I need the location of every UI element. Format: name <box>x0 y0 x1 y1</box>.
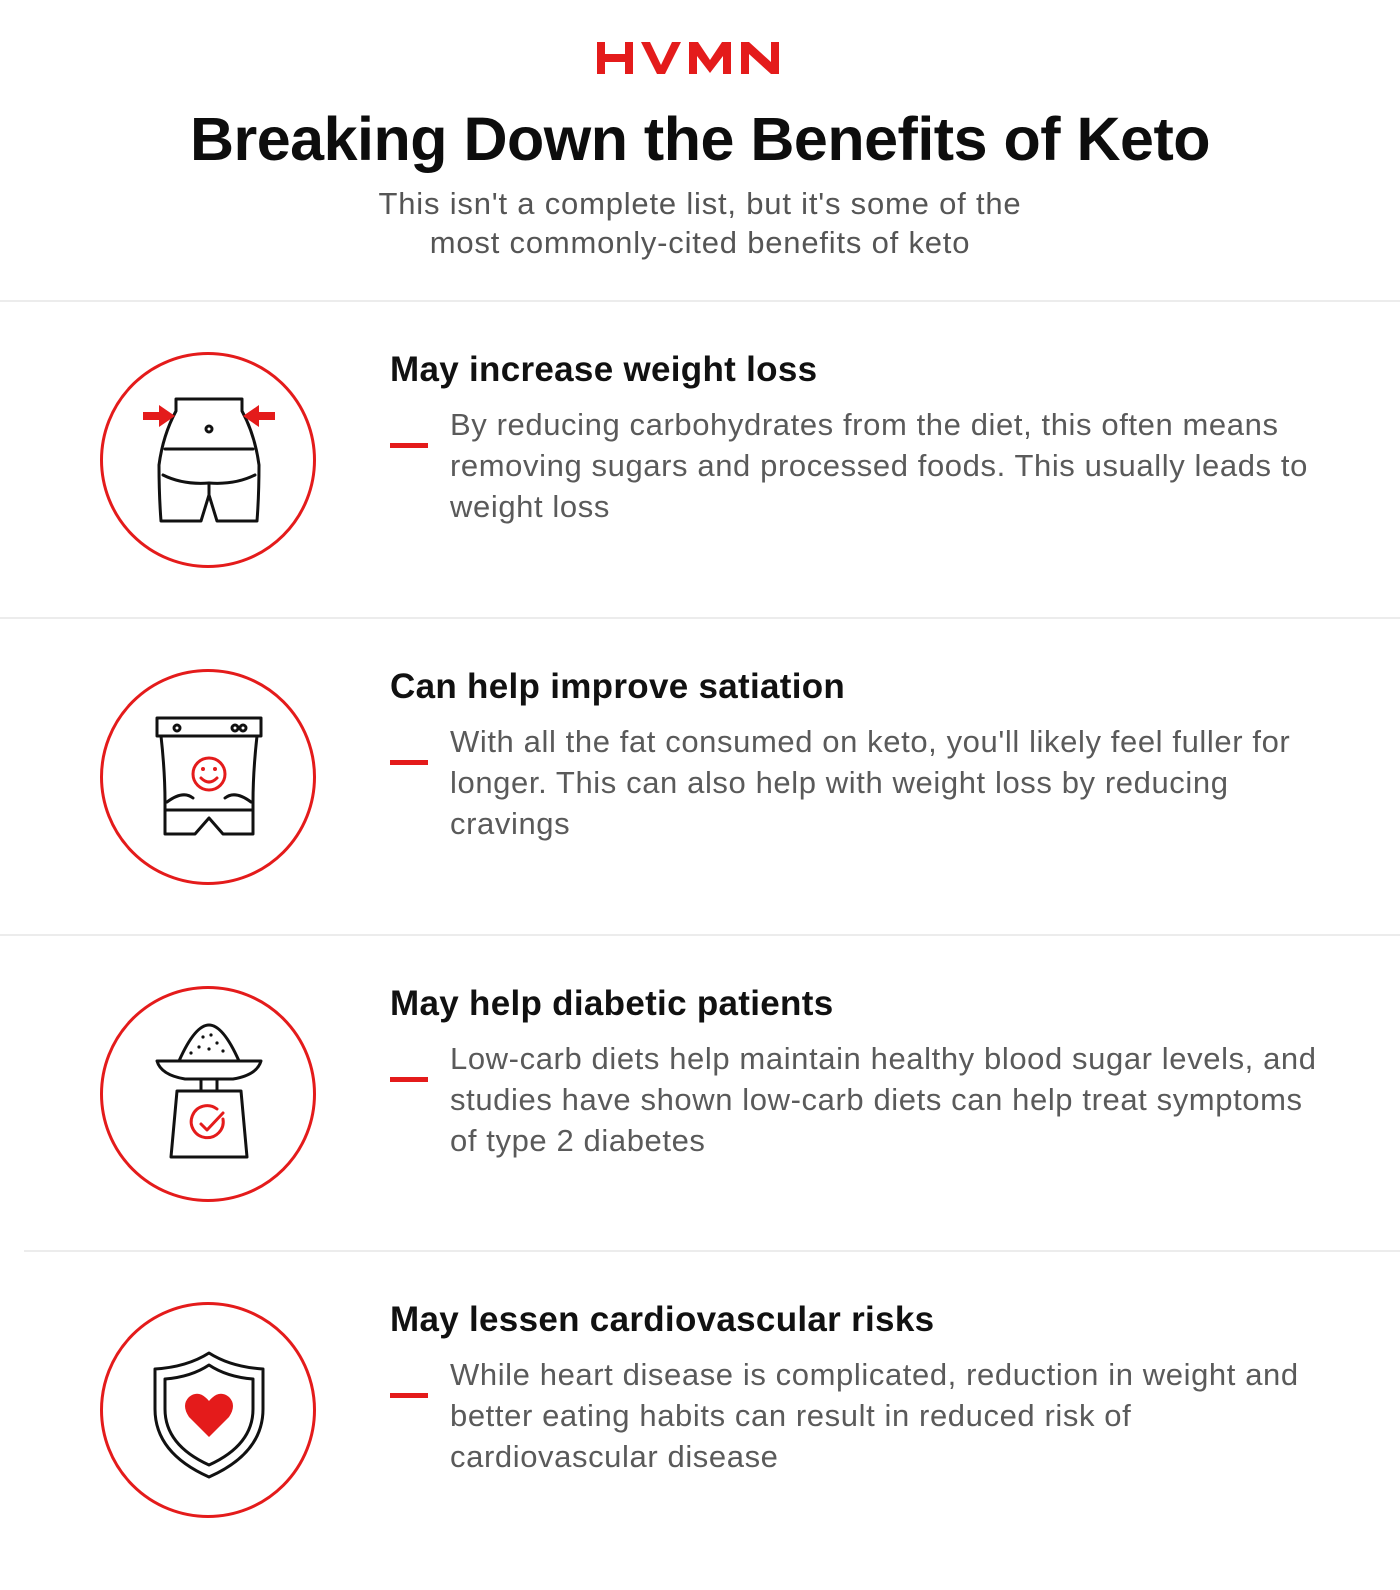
benefit-description: By reducing carbohydrates from the diet,… <box>450 407 1308 524</box>
happy-stomach-icon <box>155 716 263 836</box>
bullet-dash <box>390 1077 428 1082</box>
benefit-description: With all the fat consumed on keto, you'l… <box>450 724 1291 841</box>
bullet-dash <box>390 443 428 448</box>
benefit-item-satiation: Can help improve satiation With all the … <box>0 619 1400 935</box>
icon-circle <box>100 986 316 1202</box>
waist-measure-icon <box>143 397 275 523</box>
bullet-dash <box>390 760 428 765</box>
benefit-description: While heart disease is complicated, redu… <box>450 1357 1299 1474</box>
heart-shield-icon <box>153 1351 265 1479</box>
page-title: Breaking Down the Benefits of Keto <box>189 105 1211 173</box>
divider <box>0 300 1400 302</box>
divider <box>0 934 1400 936</box>
subtitle-line-2: most commonly-cited benefits of keto <box>429 225 971 260</box>
benefit-description: Low-carb diets help maintain healthy blo… <box>450 1041 1317 1158</box>
icon-circle <box>100 669 316 885</box>
benefit-title: Can help improve satiation <box>390 667 846 706</box>
subtitle-line-1: This isn't a complete list, but it's som… <box>378 186 1022 221</box>
hvmn-logo-icon <box>597 42 779 74</box>
benefit-item-diabetic: May help diabetic patients Low-carb diet… <box>0 936 1400 1252</box>
benefit-title: May help diabetic patients <box>390 984 834 1023</box>
scale-check-icon <box>155 1023 263 1159</box>
bullet-dash <box>390 1393 428 1398</box>
icon-circle <box>100 352 316 568</box>
benefit-title: May lessen cardiovascular risks <box>390 1300 935 1339</box>
divider <box>24 1250 1400 1252</box>
icon-circle <box>100 1302 316 1518</box>
brand-logo <box>0 40 1400 81</box>
divider <box>0 617 1400 619</box>
benefit-item-weight-loss: May increase weight loss By reducing car… <box>0 302 1400 618</box>
benefit-title: May increase weight loss <box>390 350 818 389</box>
page-subtitle: This isn't a complete list, but it's som… <box>0 184 1400 262</box>
benefit-item-cardiovascular: May lessen cardiovascular risks While he… <box>0 1252 1400 1568</box>
